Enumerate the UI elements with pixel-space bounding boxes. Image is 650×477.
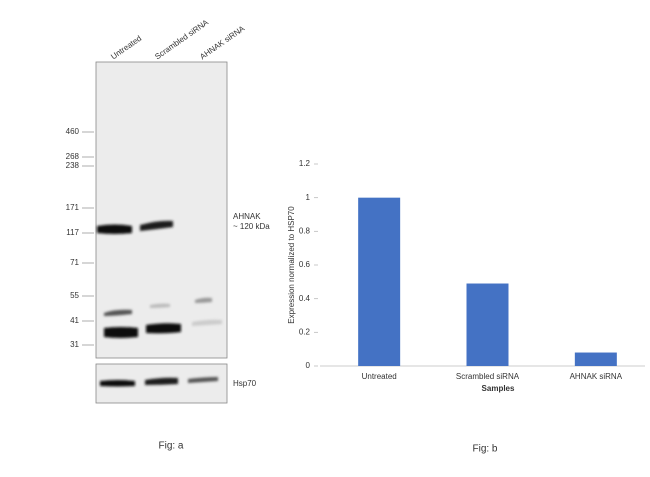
marker-label: 268 <box>66 152 80 161</box>
band <box>150 303 170 308</box>
y-tick-label: 1 <box>306 193 311 202</box>
marker-label: 238 <box>66 161 80 170</box>
x-tick-label: Untreated <box>362 372 397 381</box>
y-tick-label: 0 <box>306 361 311 370</box>
marker-label: 41 <box>70 316 79 325</box>
x-tick-label: AHNAK siRNA <box>570 372 623 381</box>
marker-label: 117 <box>66 228 79 237</box>
marker-label: 460 <box>66 127 80 136</box>
y-tick-label: 0.8 <box>299 226 311 235</box>
band <box>104 327 138 338</box>
target-label: AHNAK <box>233 212 261 221</box>
band <box>188 377 218 383</box>
band <box>104 309 132 316</box>
band <box>195 297 212 303</box>
lane-label: Untreated <box>109 34 143 62</box>
band <box>100 380 135 387</box>
y-axis-label: Expression normalized to HSP70 <box>287 206 296 324</box>
bar <box>574 352 617 366</box>
y-tick-label: 0.2 <box>299 327 311 336</box>
x-tick-label: Scrambled siRNA <box>456 372 520 381</box>
bands <box>97 220 222 338</box>
marker-label: 171 <box>66 203 80 212</box>
target-size: ~ 120 kDa <box>233 222 270 231</box>
caption: Fig: b <box>472 444 497 455</box>
caption: Fig: a <box>158 441 183 452</box>
bar <box>466 283 509 366</box>
marker-label: 71 <box>70 258 79 267</box>
marker-label: 55 <box>70 291 79 300</box>
marker-label: 31 <box>70 340 79 349</box>
y-tick-label: 0.4 <box>299 294 311 303</box>
band <box>140 220 173 231</box>
band <box>145 377 178 385</box>
y-tick-label: 1.2 <box>299 159 311 168</box>
x-axis-label: Samples <box>482 384 515 393</box>
control-label: Hsp70 <box>233 379 257 388</box>
control-bands <box>100 377 218 387</box>
band <box>146 323 181 334</box>
bar <box>358 197 401 366</box>
band <box>97 224 132 234</box>
y-tick-label: 0.6 <box>299 260 311 269</box>
lane-label: AHNAK siRNA <box>198 24 247 62</box>
band <box>192 319 222 326</box>
blot-panel <box>95 61 228 359</box>
